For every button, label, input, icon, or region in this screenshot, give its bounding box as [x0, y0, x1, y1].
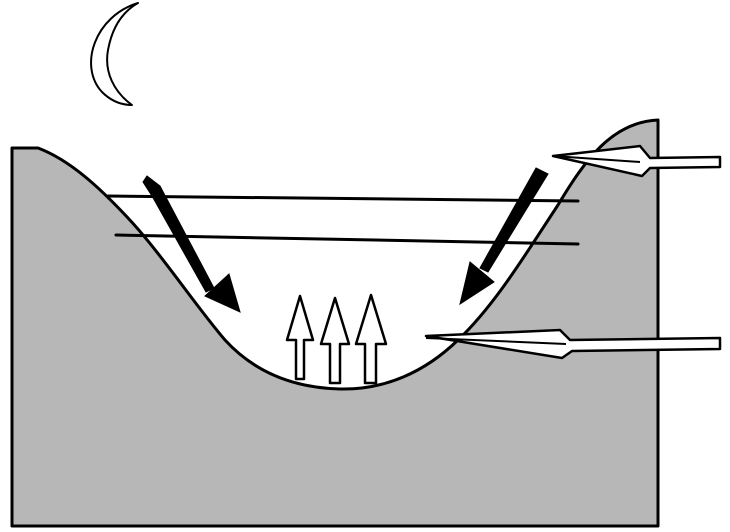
rising-arrow-3 — [354, 293, 388, 385]
lower-pointer-arrow — [424, 328, 722, 360]
upper-layer-line — [106, 194, 580, 203]
rising-arrow-1 — [285, 294, 315, 381]
right-downslope-arrow — [459, 167, 549, 306]
valley-cross-section — [10, 118, 660, 528]
left-downslope-arrow — [142, 175, 241, 313]
upper-pointer-arrow — [551, 144, 722, 178]
rising-arrow-2 — [319, 296, 351, 385]
crescent-moon-icon — [90, 2, 139, 106]
